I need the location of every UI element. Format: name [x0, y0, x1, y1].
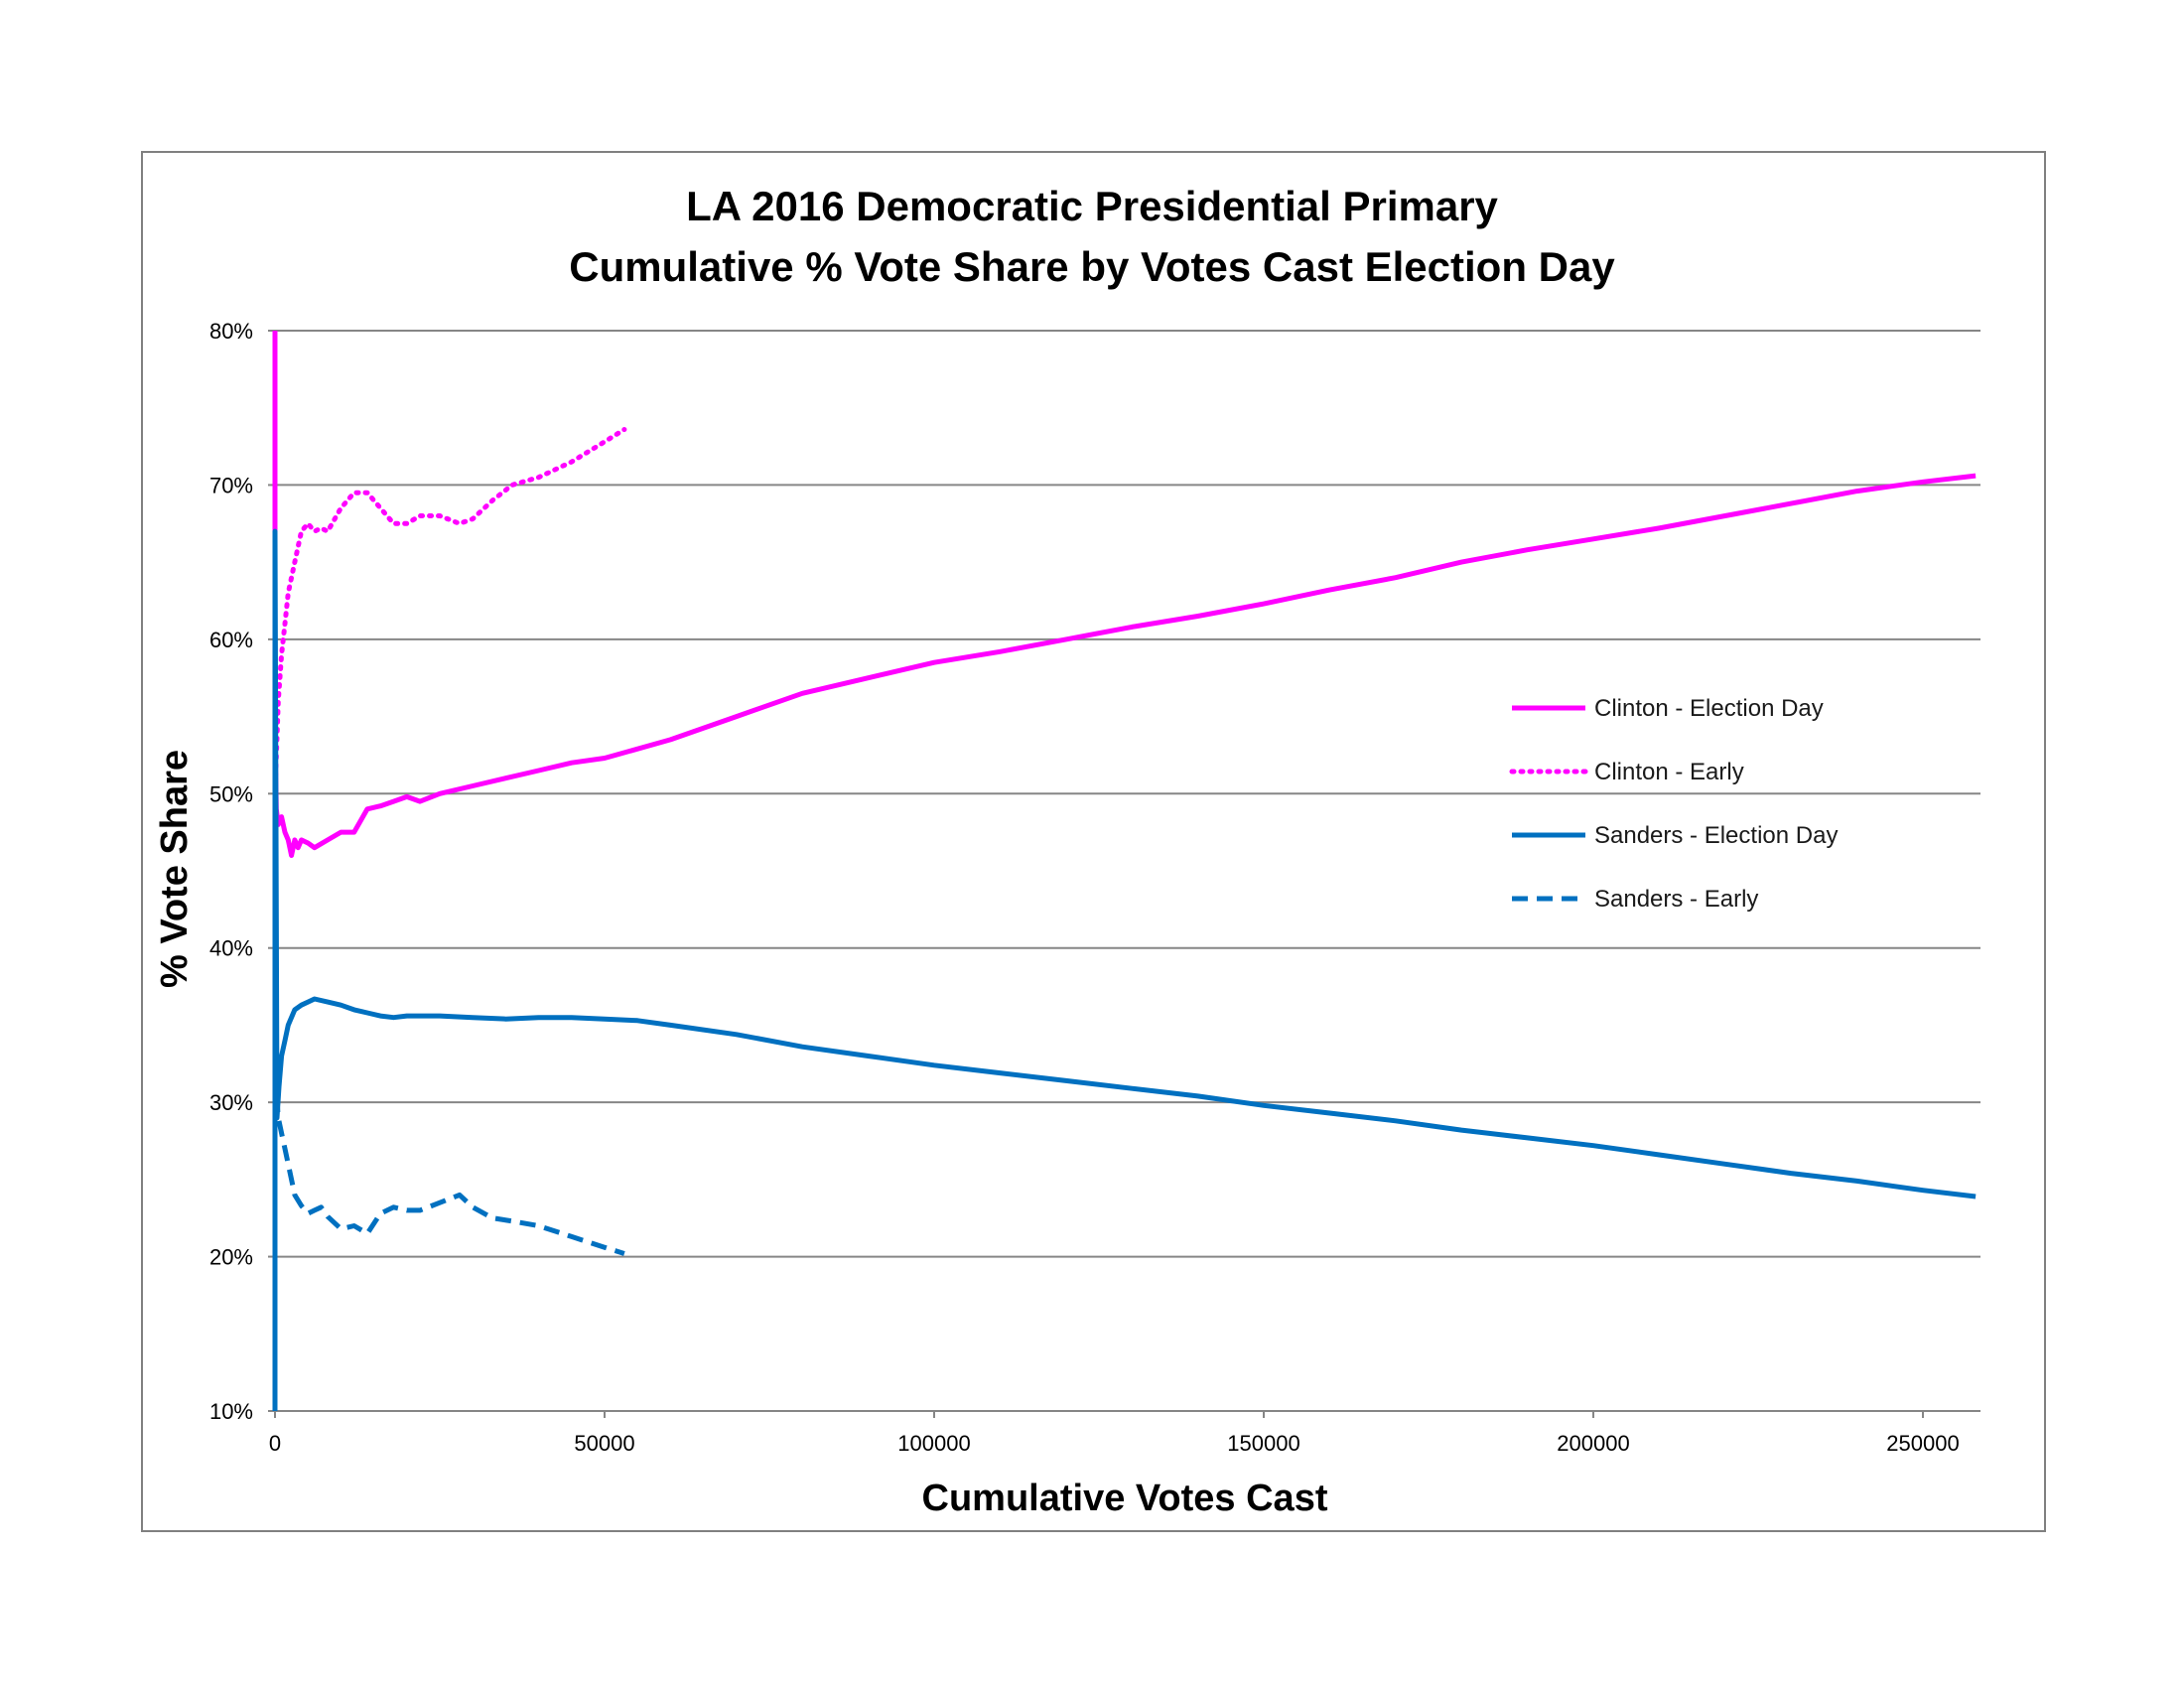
- series-line-2: [272, 427, 627, 796]
- x-tick-label: 0: [269, 1431, 281, 1456]
- legend-label-2: Clinton - Early: [1594, 759, 1744, 785]
- x-tick-label: 200000: [1557, 1431, 1629, 1456]
- legend-label-1: Clinton - Election Day: [1594, 695, 1824, 722]
- tick-labels: 10% 20% 30% 40% 50% 60% 70% 80% 0 50000 100000 1500…: [209, 319, 1960, 1456]
- series-line-3: [272, 528, 1977, 1411]
- y-tick-label: 60%: [209, 628, 253, 652]
- x-tick-label: 100000: [897, 1431, 970, 1456]
- series-line-4: [272, 1070, 625, 1256]
- x-tick-label: 150000: [1227, 1431, 1299, 1456]
- gridlines: [275, 330, 1980, 1258]
- legend-label-4: Sanders - Early: [1594, 886, 1758, 913]
- x-tick-label: 250000: [1886, 1431, 1959, 1456]
- series-line-1: [272, 331, 1977, 858]
- series-lines: [272, 331, 1977, 1411]
- chart-title-line-2: Cumulative % Vote Share by Votes Cast El…: [569, 243, 1615, 290]
- y-tick-label: 40%: [209, 936, 253, 961]
- x-tick-label: 50000: [574, 1431, 634, 1456]
- y-tick-label: 70%: [209, 473, 253, 497]
- y-tick-label: 50%: [209, 781, 253, 806]
- y-axis-title: % Vote Share: [154, 750, 196, 988]
- chart-area-border: [141, 151, 2046, 1532]
- x-axis-title: Cumulative Votes Cast: [922, 1478, 1328, 1519]
- y-tick-label: 80%: [209, 319, 253, 344]
- legend-label-3: Sanders - Election Day: [1594, 822, 1838, 849]
- y-tick-label: 20%: [209, 1245, 253, 1270]
- legend: Clinton - Election Day Clinton - Early San…: [1509, 695, 1838, 913]
- y-tick-label: 10%: [209, 1399, 253, 1424]
- chart-title-line-1: LA 2016 Democratic Presidential Primary: [686, 183, 1498, 229]
- y-tick-label: 30%: [209, 1090, 253, 1115]
